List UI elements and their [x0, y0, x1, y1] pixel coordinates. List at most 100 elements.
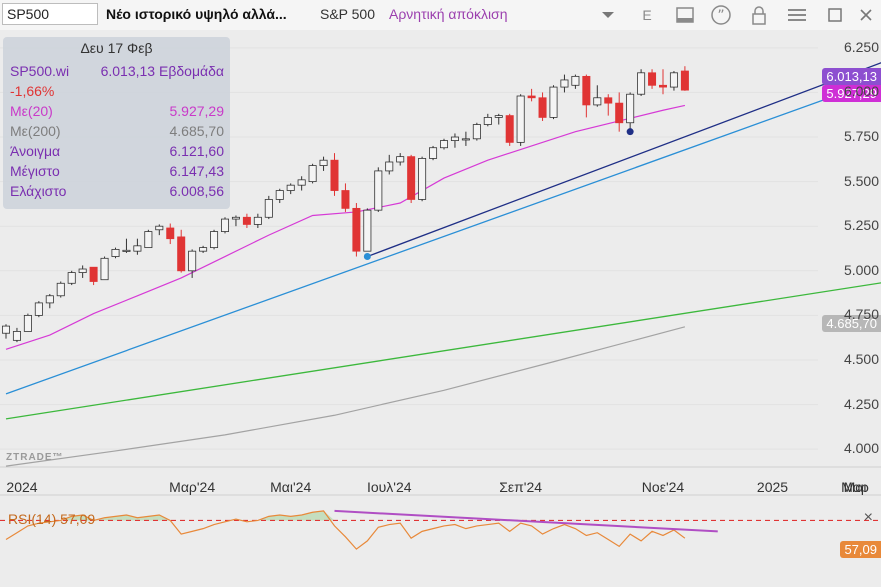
info-close: 6.013,13 Εβδομάδα: [100, 63, 224, 79]
candle-body: [648, 72, 657, 86]
rsi-divergence-line: [334, 509, 718, 533]
maximize-icon[interactable]: [824, 4, 846, 26]
candle: [199, 245, 208, 253]
candle-body: [199, 247, 208, 252]
candle-body: [429, 147, 438, 159]
svg-text:”: ”: [717, 8, 724, 24]
trendline-green: [5, 282, 881, 420]
candle: [439, 138, 448, 150]
candle-body: [593, 97, 602, 106]
candle-body: [439, 140, 448, 149]
candle: [352, 203, 361, 257]
candle: [374, 167, 383, 212]
candle: [615, 92, 624, 132]
rsi-overbought-fill: [6, 510, 685, 521]
candle-body: [385, 161, 394, 172]
candle: [275, 188, 284, 204]
candle-body: [133, 245, 142, 252]
candle-body: [637, 72, 646, 95]
pivot-marker: [363, 253, 371, 261]
e-icon[interactable]: E: [642, 7, 652, 23]
candle-body: [669, 72, 678, 88]
candle-body: [418, 158, 427, 200]
candle: [67, 270, 76, 286]
info-row-ma20: Με(20) 5.927,29: [10, 103, 224, 123]
candle: [461, 131, 470, 146]
candle: [648, 69, 657, 89]
candle-body: [23, 314, 32, 332]
candle-body: [275, 190, 284, 200]
candle-body: [308, 165, 317, 183]
x-tick-label: Μαρ: [841, 479, 869, 495]
info-ma200-label: Με(200): [10, 123, 61, 139]
candle-body: [144, 231, 153, 249]
window-icon[interactable]: [674, 4, 696, 26]
info-open-label: Άνοιγμα: [10, 143, 61, 159]
info-row-high: Μέγιστο 6.147,43: [10, 163, 224, 183]
info-high-value: 6.147,43: [169, 163, 225, 179]
price-chart[interactable]: [0, 30, 881, 587]
info-ma20-value: 5.927,29: [169, 103, 225, 119]
candle: [231, 215, 240, 227]
pivot-marker: [626, 128, 634, 136]
info-panel: Δευ 17 Φεβ SP500.wi 6.013,13 Εβδομάδα -1…: [3, 37, 230, 209]
candle: [264, 195, 273, 220]
y-tick-label: 4.750: [843, 306, 879, 323]
candle-body: [374, 170, 383, 211]
ticker-name: S&P 500: [320, 6, 376, 22]
candle: [319, 156, 328, 171]
rsi-line: [5, 510, 686, 550]
candle-body: [659, 84, 668, 88]
candle: [34, 301, 43, 318]
candle-body: [2, 325, 10, 334]
close-price-pill: 6.013,13: [822, 68, 881, 85]
candle: [220, 217, 229, 234]
y-tick-label: 4.250: [843, 395, 879, 412]
chevron-down-icon[interactable]: [597, 4, 619, 26]
menu-icon[interactable]: [786, 4, 808, 26]
candle: [133, 238, 142, 255]
candle-body: [615, 102, 624, 124]
lock-icon[interactable]: [748, 4, 770, 26]
candle: [308, 163, 317, 184]
candle-body: [494, 115, 503, 118]
candle-body: [177, 236, 186, 272]
candle-body: [188, 250, 197, 272]
candle: [418, 156, 427, 202]
candle-body: [341, 190, 350, 209]
candle: [78, 265, 87, 278]
candle-body: [330, 159, 339, 191]
candle: [12, 327, 21, 343]
rsi-close-icon[interactable]: ×: [863, 509, 873, 526]
candle-body: [582, 75, 591, 106]
candle-body: [352, 207, 361, 252]
candle-body: [286, 184, 295, 191]
candle-body: [505, 115, 514, 143]
info-change: -1,66%: [10, 83, 55, 99]
candle: [166, 223, 175, 245]
candle-body: [242, 216, 251, 225]
candle: [494, 113, 503, 125]
candle: [549, 85, 558, 120]
candle: [242, 213, 251, 228]
candle-body: [253, 216, 262, 225]
symbol-input[interactable]: [2, 3, 98, 25]
close-icon[interactable]: [855, 4, 877, 26]
candle: [330, 153, 339, 196]
y-tick-label: 6.250: [843, 38, 879, 55]
candle-body: [407, 156, 416, 200]
y-tick-label: 5.750: [843, 128, 879, 145]
trendline-light: [5, 78, 881, 395]
candle: [286, 183, 295, 195]
candle: [472, 122, 481, 141]
news-headline[interactable]: Νέο ιστορικό υψηλό αλλά...: [106, 6, 287, 22]
candle-body: [56, 282, 65, 297]
watermark: ZTRADE™: [6, 452, 64, 463]
candle: [604, 94, 613, 116]
candle: [111, 247, 120, 259]
candle-body: [680, 70, 689, 91]
quote-icon[interactable]: ”: [710, 4, 732, 26]
candle-body: [297, 179, 306, 186]
y-tick-label: 5.500: [843, 172, 879, 189]
candle-body: [78, 268, 87, 273]
